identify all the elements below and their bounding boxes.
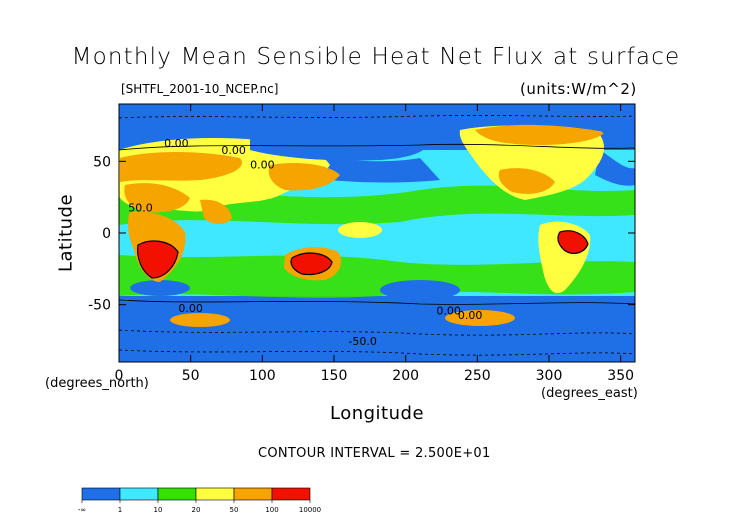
contour-label: 0.00: [221, 144, 246, 157]
chart-title: Monthly Mean Sensible Heat Net Flux at s…: [71, 44, 681, 70]
central-pacific-warm: [338, 222, 382, 238]
south-indian-cold: [130, 280, 190, 296]
x-tick-label: 150: [321, 368, 348, 384]
colorbar-label: 20: [192, 506, 201, 514]
contour-interval-label: CONTOUR INTERVAL = 2.500E+01: [258, 446, 491, 461]
contour-label: -50.0: [348, 335, 376, 348]
east-asia-warm: [268, 163, 340, 191]
contour-label-layer: 0.000.000.000.00 0.000.00-50.050.0: [128, 137, 482, 348]
north-america-land: [459, 125, 605, 200]
south-pacific-cold: [380, 280, 460, 300]
x-tick-label: 200: [392, 368, 419, 384]
colorbar-label: 1: [118, 506, 122, 514]
x-axis-label: Longitude: [330, 403, 425, 424]
australia-hot: [290, 252, 333, 276]
x-tick-label: 0: [115, 368, 124, 384]
us-warm: [498, 168, 555, 194]
x-tick-label: 50: [182, 368, 200, 384]
colorbar-bin: [233, 487, 273, 501]
colorbar-bin: [81, 487, 121, 501]
contour-label: 50.0: [128, 202, 153, 215]
y-tick-label: 0: [102, 226, 111, 242]
colorbar-label: -∞: [78, 506, 86, 514]
south-green-belt: [119, 255, 635, 298]
canada-warm: [475, 124, 605, 145]
eurasia-warm: [120, 152, 242, 182]
india-land: [200, 199, 232, 224]
units-label: (units:W/m^2): [520, 80, 637, 98]
contour-label: 0.00: [250, 159, 275, 172]
colorbar-bin: [195, 487, 235, 501]
south-pacific-warm: [445, 310, 515, 326]
x-axis-unit: (degrees_east): [541, 386, 638, 401]
south-africa-hot: [137, 240, 179, 279]
x-tick-label: 350: [607, 368, 634, 384]
colorbar: -∞ 1 10 20 50 100 10000: [78, 487, 321, 514]
tick-layer: 0 50 100 150 200 250 300 350 50 0 -50: [88, 104, 635, 384]
contour-label: 0.00: [436, 305, 461, 318]
colorbar-label: 10000: [299, 506, 321, 514]
contour-label: 0.00: [178, 302, 203, 315]
colorbar-label: 100: [265, 506, 278, 514]
y-tick-label: -50: [88, 298, 111, 314]
map-field: [119, 104, 635, 362]
contour-label: 0.00: [458, 309, 483, 322]
brazil-hot: [557, 230, 589, 254]
colorbar-label: 50: [230, 506, 239, 514]
sahara-warm: [124, 183, 190, 213]
y-axis-unit: (degrees_north): [45, 376, 149, 391]
y-axis-label: Latitude: [55, 193, 77, 273]
contour-label: 0.00: [164, 137, 189, 150]
file-label: [SHTFL_2001-10_NCEP.nc]: [121, 82, 279, 96]
antarctic-band: [119, 296, 635, 362]
x-tick-label: 300: [536, 368, 563, 384]
colorbar-bin: [119, 487, 159, 501]
siberia-cold: [250, 127, 428, 161]
colorbar-label: 10: [154, 506, 163, 514]
greenland-cold: [600, 108, 635, 142]
south-indian-warm: [170, 313, 230, 327]
y-tick-label: 50: [93, 154, 111, 170]
colorbar-bin: [271, 487, 311, 501]
north-atlantic-cold: [595, 150, 635, 186]
contour-lines: [119, 115, 635, 356]
x-tick-label: 100: [249, 368, 276, 384]
colorbar-bin: [157, 487, 197, 501]
x-tick-label: 250: [464, 368, 491, 384]
